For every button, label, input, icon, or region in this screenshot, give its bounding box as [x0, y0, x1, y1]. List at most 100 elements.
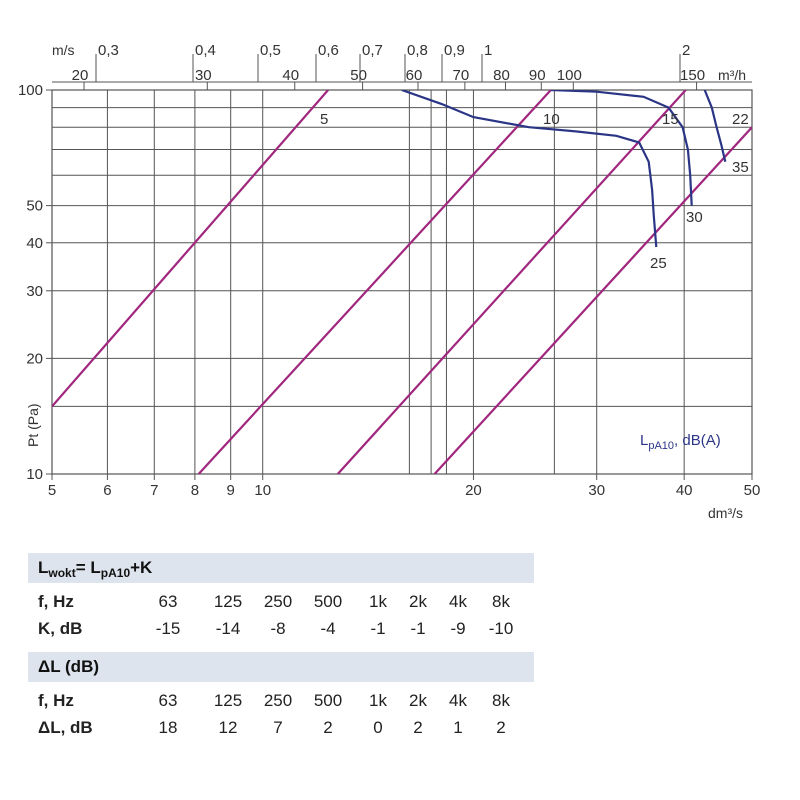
cell: 4k [449, 592, 467, 611]
velocity-label-5: 5 [320, 111, 328, 128]
cell: -9 [450, 619, 466, 638]
chart-curves [52, 90, 752, 474]
x-tick-label: 8 [191, 482, 199, 499]
cell: -10 [488, 619, 514, 638]
row-label: f, Hz [38, 691, 74, 710]
top-velocity-label: 0,4 [195, 42, 216, 59]
cell: 250 [263, 691, 293, 710]
cell: 2 [413, 718, 423, 737]
velocity-label-22: 22 [732, 111, 749, 128]
x-tick-label: 5 [48, 482, 56, 499]
cell: 0 [373, 718, 383, 737]
velocity-line-5 [52, 90, 329, 408]
y-tick-label: 10 [26, 466, 43, 483]
top-velocity-unit: m/s [52, 42, 75, 58]
cell: 125 [213, 691, 243, 710]
top-flow-label: 50 [350, 67, 367, 84]
cell: 2 [323, 718, 333, 737]
x-axis-label: dm³/s [708, 505, 743, 521]
y-tick-label: 20 [26, 350, 43, 367]
y-tick-label: 30 [26, 283, 43, 300]
velocity-line-22 [433, 126, 752, 474]
cell: 8k [492, 592, 510, 611]
cell: 8k [492, 691, 510, 710]
velocity-line-15 [336, 90, 687, 474]
cell: 500 [313, 691, 343, 710]
delta-table: ΔL (dB) f, Hz 63 125 250 500 1k 2k 4k 8k… [28, 652, 534, 742]
cell: 4k [449, 691, 467, 710]
top-velocity-label: 2 [682, 42, 690, 59]
y-tick-label: 50 [26, 198, 43, 215]
cell: 2 [496, 718, 506, 737]
cell: 63 [158, 691, 178, 710]
fan-performance-chart: 5 6 7 8 9 10 20 30 40 50 10 20 30 40 50 100 0,3 0,4 0,5 0,6… [18, 42, 760, 521]
top-velocity-label: 0,9 [444, 42, 465, 59]
y-tick-label: 100 [18, 82, 43, 99]
top-flow-label: 90 [529, 67, 546, 84]
x-tick-label: 6 [103, 482, 111, 499]
row-label: f, Hz [38, 592, 74, 611]
cell: 63 [158, 592, 178, 611]
cell: -15 [155, 619, 181, 638]
cell: 250 [263, 592, 293, 611]
series-label: LpA10, dB(A) [640, 432, 721, 452]
top-velocity-label: 1 [484, 42, 492, 59]
x-tick-label: 50 [744, 482, 761, 499]
x-tick-label: 20 [465, 482, 482, 499]
top-velocity-label: 0,8 [407, 42, 428, 59]
x-tick-label: 9 [227, 482, 235, 499]
velocity-line-10 [197, 90, 552, 474]
correction-k-row: K, dB -15 -14 -8 -4 -1 -1 -9 -10 [28, 616, 534, 643]
top-velocity-label: 0,3 [98, 42, 119, 59]
chart-labels: 5 6 7 8 9 10 20 30 40 50 10 20 30 40 50 100 0,3 0,4 0,5 0,6… [18, 42, 760, 499]
x-tick-label: 40 [676, 482, 693, 499]
cell: 1k [369, 691, 387, 710]
top-flow-unit: m³/h [718, 67, 746, 83]
chart-grid [46, 54, 753, 480]
cell: -8 [270, 619, 286, 638]
cell: 18 [158, 718, 178, 737]
top-flow-label: 150 [680, 67, 705, 84]
cell: 12 [218, 718, 238, 737]
cell: 1k [369, 592, 387, 611]
cell: 1 [453, 718, 463, 737]
plot-frame [51, 89, 753, 475]
top-flow-label: 70 [453, 67, 470, 84]
row-label: K, dB [38, 619, 83, 638]
delta-table-title: ΔL (dB) [28, 652, 534, 682]
cell: 2k [409, 691, 427, 710]
correction-freq-row: f, Hz 63 125 250 500 1k 2k 4k 8k [28, 589, 534, 616]
fan-curve-label-30: 30 [686, 209, 703, 226]
y-axis-label: Pt (Pa) [25, 403, 41, 447]
top-flow-label: 80 [493, 67, 510, 84]
y-tick-label: 40 [26, 235, 43, 252]
cell: -1 [370, 619, 386, 638]
top-flow-label: 60 [406, 67, 423, 84]
top-flow-label: 20 [72, 67, 89, 84]
fan-curve-25 [401, 90, 658, 248]
velocity-label-15: 15 [662, 111, 679, 128]
velocity-label-10: 10 [543, 111, 560, 128]
delta-freq-row: f, Hz 63 125 250 500 1k 2k 4k 8k [28, 688, 534, 715]
top-flow-label: 30 [195, 67, 212, 84]
top-velocity-label: 0,6 [318, 42, 339, 59]
delta-value-row: ΔL, dB 18 12 7 2 0 2 1 2 [28, 715, 534, 742]
cell: 500 [313, 592, 343, 611]
fan-curve-30 [550, 90, 693, 206]
cell: 7 [273, 718, 283, 737]
top-flow-label: 100 [557, 67, 582, 84]
row-label: ΔL, dB [38, 718, 93, 737]
cell: -1 [410, 619, 426, 638]
top-velocity-label: 0,5 [260, 42, 281, 59]
correction-table: Lwokt= LpA10+K f, Hz 63 125 250 500 1k 2… [28, 553, 534, 643]
top-flow-label: 40 [282, 67, 299, 84]
correction-table-title: Lwokt= LpA10+K [28, 553, 534, 583]
cell: 125 [213, 592, 243, 611]
top-velocity-label: 0,7 [362, 42, 383, 59]
x-tick-label: 10 [254, 482, 271, 499]
cell: -14 [215, 619, 241, 638]
fan-curve-label-25: 25 [650, 255, 667, 272]
fan-curve-label-35: 35 [732, 159, 749, 176]
fan-curve-35 [703, 90, 727, 163]
x-tick-label: 30 [588, 482, 605, 499]
